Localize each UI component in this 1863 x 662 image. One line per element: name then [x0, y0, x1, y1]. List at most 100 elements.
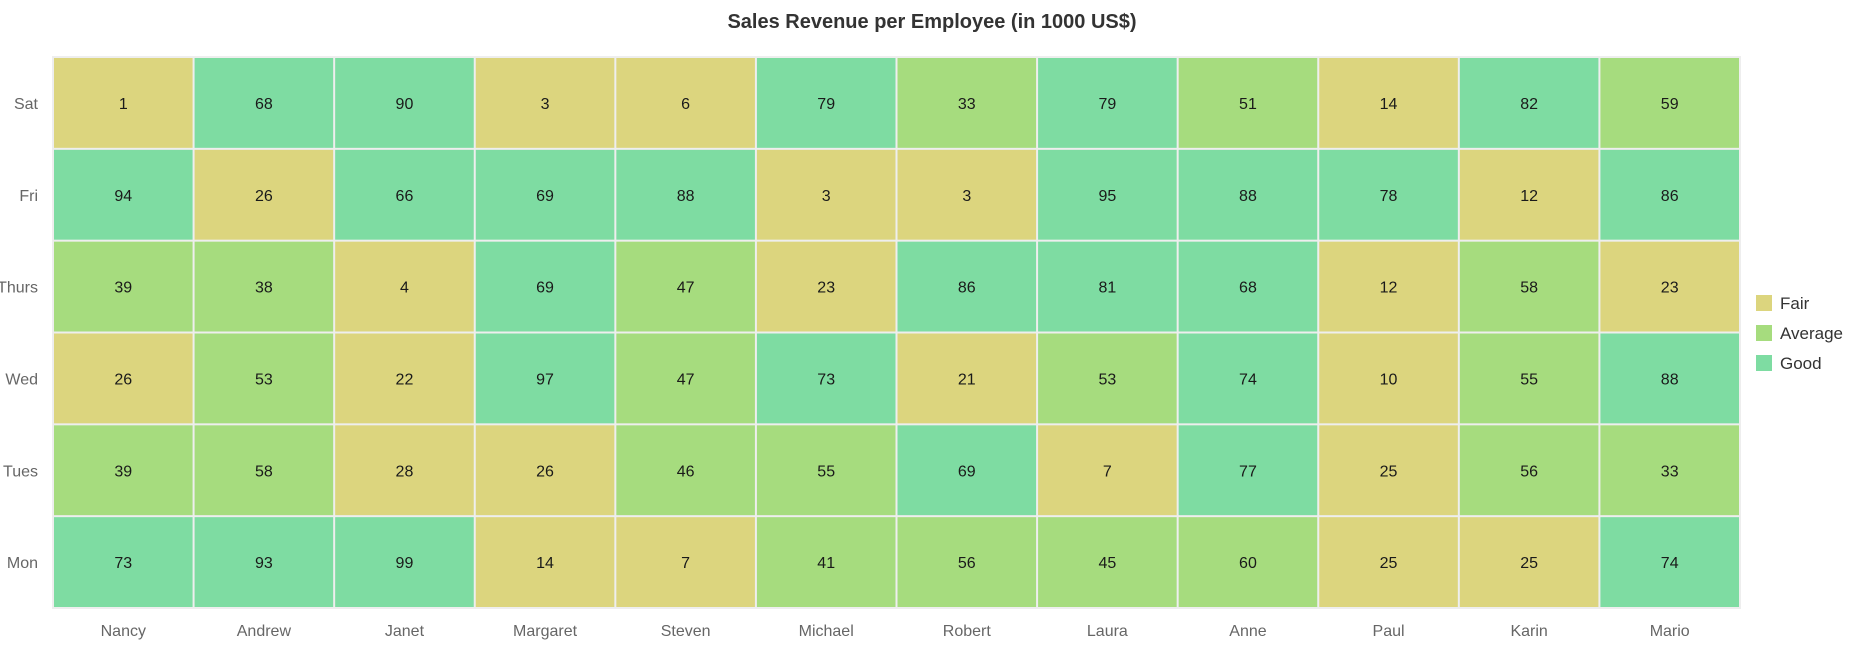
cell-value-label: 69 — [536, 280, 554, 297]
cell-value-label: 59 — [1661, 96, 1679, 113]
cell-value-label: 33 — [958, 96, 976, 113]
cell-value-label: 41 — [817, 555, 835, 572]
cell-value-label: 58 — [255, 463, 273, 480]
heatmap-cell[interactable] — [475, 517, 615, 607]
cell-value-label: 7 — [681, 555, 690, 572]
heatmap-cell[interactable] — [756, 58, 896, 148]
heatmap-cell[interactable] — [1178, 333, 1318, 424]
heatmap-cell[interactable] — [1459, 241, 1599, 332]
legend-item-average[interactable]: Average — [1756, 324, 1843, 343]
heatmap-cell[interactable] — [194, 58, 334, 148]
x-axis-label: Andrew — [237, 623, 292, 640]
cell-value-label: 28 — [396, 463, 414, 480]
heatmap-cell[interactable] — [1600, 58, 1739, 148]
heatmap-cell[interactable] — [897, 149, 1037, 240]
heatmap-cell[interactable] — [335, 149, 474, 240]
heatmap-cell[interactable] — [1038, 58, 1177, 148]
heatmap-cell[interactable] — [194, 149, 334, 240]
heatmap-cell[interactable] — [616, 425, 755, 516]
heatmap-cell[interactable] — [1600, 517, 1739, 607]
heatmap-cell[interactable] — [1038, 149, 1177, 240]
legend-item-good[interactable]: Good — [1756, 354, 1822, 373]
legend-item-fair[interactable]: Fair — [1756, 294, 1810, 313]
heatmap-cell[interactable] — [756, 241, 896, 332]
heatmap-cell[interactable] — [54, 517, 193, 607]
heatmap-cell[interactable] — [1459, 58, 1599, 148]
x-axis-label: Mario — [1650, 623, 1690, 640]
heatmap-cell[interactable] — [335, 241, 474, 332]
heatmap-cell[interactable] — [1319, 149, 1458, 240]
heatmap-cell[interactable] — [1600, 425, 1739, 516]
heatmap-cell[interactable] — [1319, 241, 1458, 332]
heatmap-cell[interactable] — [1038, 333, 1177, 424]
cell-value-label: 90 — [396, 96, 414, 113]
heatmap-cell[interactable] — [616, 517, 755, 607]
heatmap-cell[interactable] — [1319, 517, 1458, 607]
heatmap-cell[interactable] — [756, 425, 896, 516]
heatmap-cell[interactable] — [335, 425, 474, 516]
heatmap-cell[interactable] — [335, 58, 474, 148]
heatmap-cell[interactable] — [1038, 425, 1177, 516]
heatmap-cell[interactable] — [1178, 58, 1318, 148]
heatmap-cell[interactable] — [475, 58, 615, 148]
heatmap-cell[interactable] — [475, 333, 615, 424]
cell-value-label: 22 — [396, 371, 414, 388]
heatmap-cell[interactable] — [1038, 241, 1177, 332]
heatmap-cell[interactable] — [897, 333, 1037, 424]
heatmap-cell[interactable] — [1459, 425, 1599, 516]
heatmap-cell[interactable] — [1178, 517, 1318, 607]
heatmap-cell[interactable] — [1319, 58, 1458, 148]
heatmap-cell[interactable] — [475, 425, 615, 516]
heatmap-cell[interactable] — [1459, 517, 1599, 607]
heatmap-cell[interactable] — [1600, 149, 1739, 240]
legend-label: Average — [1780, 324, 1843, 343]
heatmap-cell[interactable] — [1178, 149, 1318, 240]
heatmap-cell[interactable] — [475, 241, 615, 332]
heatmap-cell[interactable] — [897, 517, 1037, 607]
heatmap-cell[interactable] — [1459, 333, 1599, 424]
heatmap-cell[interactable] — [1178, 425, 1318, 516]
heatmap-cell[interactable] — [54, 149, 193, 240]
heatmap-cell[interactable] — [897, 241, 1037, 332]
heatmap-cell[interactable] — [756, 333, 896, 424]
heatmap-cell[interactable] — [475, 149, 615, 240]
cell-value-label: 25 — [1380, 555, 1398, 572]
heatmap-cell[interactable] — [1038, 517, 1177, 607]
x-axis-labels: Nancy Andrew Janet Margaret Steven Michael Rob… — [101, 623, 1690, 640]
heatmap-cell[interactable] — [335, 333, 474, 424]
heatmap-cell[interactable] — [1600, 333, 1739, 424]
heatmap-cell[interactable] — [1319, 425, 1458, 516]
heatmap-cell[interactable] — [897, 425, 1037, 516]
heatmap-cell[interactable] — [54, 425, 193, 516]
heatmap-cell[interactable] — [756, 517, 896, 607]
heatmap-cell[interactable] — [194, 241, 334, 332]
heatmap-cell[interactable] — [194, 517, 334, 607]
cell-value-label: 58 — [1520, 280, 1538, 297]
heatmap-cell[interactable] — [897, 58, 1037, 148]
cell-value-label: 33 — [1661, 463, 1679, 480]
heatmap-cell[interactable] — [54, 58, 193, 148]
heatmap-cell[interactable] — [616, 333, 755, 424]
heatmap-cell[interactable] — [194, 333, 334, 424]
heatmap-cell[interactable] — [335, 517, 474, 607]
heatmap-cell[interactable] — [194, 425, 334, 516]
cell-value-label: 3 — [822, 188, 831, 205]
cell-value-label: 94 — [114, 188, 132, 205]
heatmap-cell[interactable] — [756, 149, 896, 240]
x-axis-label: Robert — [943, 623, 992, 640]
cell-value-label: 3 — [541, 96, 550, 113]
heatmap-cell[interactable] — [54, 333, 193, 424]
y-axis-label: Thurs — [0, 280, 38, 297]
heatmap-cell[interactable] — [616, 58, 755, 148]
cell-value-label: 86 — [1661, 188, 1679, 205]
heatmap-cell[interactable] — [616, 149, 755, 240]
heatmap-cell[interactable] — [1600, 241, 1739, 332]
heatmap-cell[interactable] — [616, 241, 755, 332]
heatmap-cell[interactable] — [1459, 149, 1599, 240]
cell-value-label: 73 — [817, 371, 835, 388]
heatmap-cell[interactable] — [1178, 241, 1318, 332]
cell-value-label: 78 — [1380, 188, 1398, 205]
heatmap-cell[interactable] — [54, 241, 193, 332]
heatmap-cell[interactable] — [1319, 333, 1458, 424]
x-axis-label: Michael — [799, 623, 854, 640]
